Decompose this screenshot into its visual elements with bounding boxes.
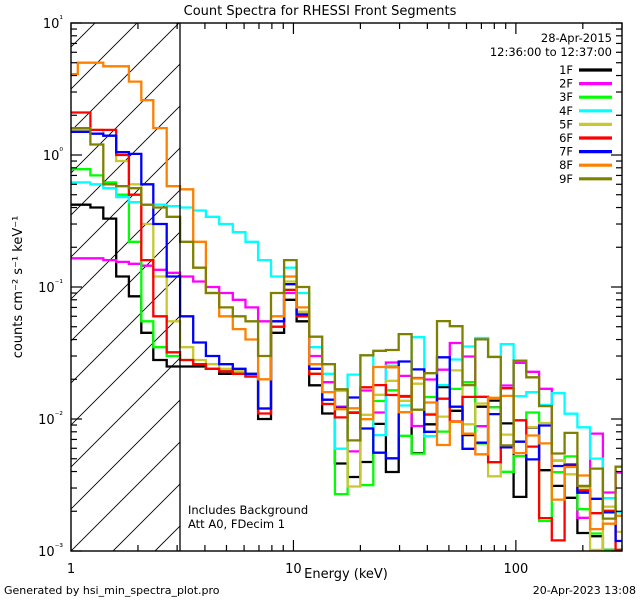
spectrum-line-6f	[71, 111, 622, 551]
y-axis-label: counts cm⁻² s⁻¹ keV⁻¹	[11, 216, 26, 359]
legend-item-7f[interactable]: 7F	[559, 145, 612, 159]
spectrum-line-8f	[71, 61, 622, 531]
legend-item-4f[interactable]: 4F	[559, 104, 612, 118]
legend-label: 6F	[559, 131, 573, 145]
legend-label: 8F	[559, 158, 573, 172]
legend-item-3f[interactable]: 3F	[559, 90, 612, 104]
footer-timestamp: 20-Apr-2023 13:08	[533, 584, 636, 597]
x-tick-label: 100	[503, 562, 528, 577]
legend-label: 5F	[559, 117, 573, 131]
legend-item-8f[interactable]: 8F	[559, 158, 612, 172]
y-tick-label: 10⁰	[43, 147, 64, 164]
spectrum-line-5f	[71, 128, 622, 551]
background-note: Includes Background	[188, 503, 308, 517]
legend-label: 2F	[559, 77, 573, 91]
spectrum-line-9f	[71, 126, 622, 520]
page-title: Count Spectra for RHESSI Front Segments	[184, 4, 457, 19]
attenuator-note: Att A0, FDecim 1	[188, 517, 285, 531]
legend-item-9f[interactable]: 9F	[559, 172, 612, 186]
legend-label: 7F	[559, 145, 573, 159]
spectra-series-group	[71, 61, 622, 551]
legend-item-1f[interactable]: 1F	[559, 63, 612, 77]
legend-item-2f[interactable]: 2F	[559, 77, 612, 91]
legend-item-5f[interactable]: 5F	[559, 117, 612, 131]
y-tick-label: 10¹	[43, 15, 64, 32]
spectrum-line-4f	[71, 181, 622, 514]
x-axis-label: Energy (keV)	[304, 567, 388, 582]
observation-time-range: 12:36:00 to 12:37:00	[490, 45, 612, 59]
legend-label: 4F	[559, 104, 573, 118]
y-tick-label: 10⁻³	[38, 543, 63, 560]
x-tick-label: 10	[285, 562, 302, 577]
legend-label: 3F	[559, 90, 573, 104]
y-tick-label: 10⁻¹	[38, 279, 63, 296]
x-axis-ticks: 1 10 100	[67, 23, 623, 577]
legend-label: 1F	[559, 63, 573, 77]
observation-date: 28-Apr-2015	[541, 31, 612, 45]
y-tick-label: 10⁻²	[38, 411, 63, 428]
legend-label: 9F	[559, 172, 573, 186]
footer-generator: Generated by hsi_min_spectra_plot.pro	[4, 584, 220, 597]
x-tick-label: 1	[67, 562, 75, 577]
legend-item-6f[interactable]: 6F	[559, 131, 612, 145]
y-axis-ticks: 10¹ 10⁰ 10⁻¹ 10⁻² 10⁻³	[38, 15, 622, 560]
